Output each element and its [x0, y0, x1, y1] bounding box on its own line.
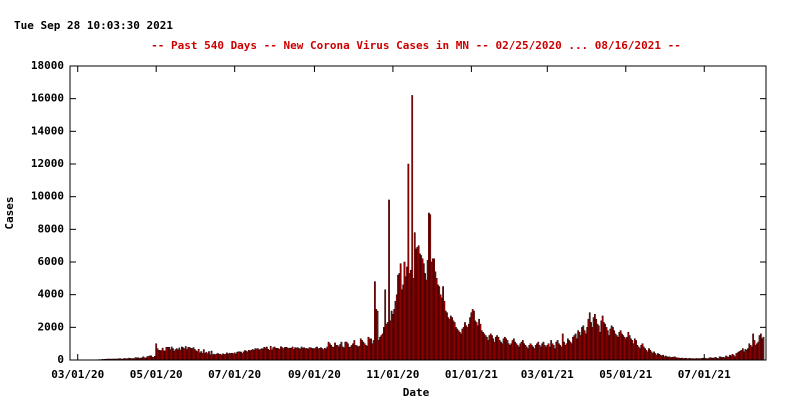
y-tick-label: 4000: [38, 288, 65, 301]
y-tick-label: 2000: [38, 320, 65, 333]
y-axis-label: Cases: [3, 196, 16, 229]
y-tick-label: 10000: [31, 190, 64, 203]
chart-title: -- Past 540 Days -- New Corona Virus Cas…: [151, 39, 681, 52]
x-tick-label: 05/01/20: [130, 368, 183, 381]
x-tick-label: 11/01/20: [366, 368, 419, 381]
bar: [762, 336, 765, 361]
plot-border: [69, 65, 767, 361]
y-tick-label: 6000: [38, 255, 65, 268]
x-tick-label: 05/01/21: [599, 368, 652, 381]
y-tick-label: 8000: [38, 222, 65, 235]
x-axis-label: Date: [403, 386, 430, 399]
timestamp: Tue Sep 28 10:03:30 2021: [14, 19, 173, 32]
y-tick-label: 18000: [31, 59, 64, 72]
x-tick-label: 01/01/21: [445, 368, 498, 381]
x-tick-label: 07/01/21: [678, 368, 731, 381]
x-tick-label: 03/01/21: [521, 368, 574, 381]
y-tick-label: 0: [57, 353, 64, 366]
x-tick-label: 09/01/20: [288, 368, 341, 381]
y-tick-label: 16000: [31, 92, 64, 105]
y-tick-label: 12000: [31, 157, 64, 170]
y-tick-label: 14000: [31, 124, 64, 137]
x-tick-label: 03/01/20: [51, 368, 104, 381]
x-tick-label: 07/01/20: [208, 368, 261, 381]
